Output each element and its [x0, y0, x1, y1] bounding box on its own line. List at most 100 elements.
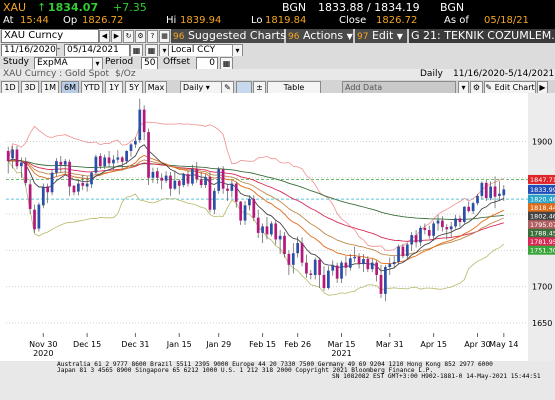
candle-body	[322, 274, 326, 289]
candle-body	[441, 220, 444, 228]
chart-info-row: XAU Curncy : Gold Spot $/Oz Daily 11/16/…	[0, 69, 555, 80]
candle-body	[278, 235, 282, 240]
frequency-text: Daily	[183, 83, 204, 92]
x-tick-label: Apr 30	[464, 340, 491, 349]
price-tag	[528, 184, 555, 194]
study-text: ExpMA	[37, 58, 68, 68]
price-tag	[528, 174, 555, 184]
actions-menu[interactable]: 96 Actions ▼	[286, 29, 353, 43]
date-axis: Nov 30 Dec 15 Dec 31 Jan 15 Jan 29 Feb 15 Feb …	[29, 333, 518, 358]
candle-body	[116, 157, 120, 160]
candle-body	[410, 235, 414, 245]
candle-body	[449, 226, 453, 230]
study-row: Study ExpMA ▾ Period 50 Offset 0 ▦	[0, 56, 555, 70]
candle-body	[405, 244, 409, 257]
forward-icon[interactable]: ▶	[111, 30, 122, 43]
candle-body	[11, 149, 14, 159]
candle-body	[33, 209, 36, 230]
y-tick-label: 1700	[532, 283, 552, 292]
period-button-1y[interactable]: 1Y	[105, 81, 123, 94]
candle-body	[493, 186, 497, 197]
x-tick-label: Apr 15	[420, 340, 447, 349]
candle-body	[28, 184, 32, 209]
back-icon[interactable]: ◀	[99, 30, 110, 43]
candle-body	[94, 156, 98, 173]
quote-header: XAU ↑ 1834.07 +7.35 BGN 1833.88 / 1834.1…	[0, 0, 555, 29]
x-tick-label: Jan 15	[166, 340, 192, 349]
candle-body	[147, 132, 150, 178]
footer: Australia 61 2 9777 8600 Brazil 5511 239…	[0, 361, 555, 400]
period-button-1d[interactable]: 1D	[1, 81, 19, 94]
low-price: 1819.84	[265, 15, 307, 26]
candle-body	[103, 157, 107, 167]
x-tick-label: Mar 31	[376, 340, 404, 349]
command-bar: XAU Curncy ◀ ▶ ↻ ⚙ ? ▦ 96 Suggested Char…	[0, 29, 555, 43]
price-tag	[528, 203, 555, 213]
security-input[interactable]: XAU Curncy	[1, 29, 99, 43]
candle-body	[243, 205, 247, 221]
candle-body	[348, 258, 352, 268]
candle-body	[37, 204, 41, 229]
study-label: Study	[3, 57, 29, 67]
frequency-label: Daily	[420, 69, 443, 79]
candle-body	[134, 140, 137, 145]
candle-body	[173, 180, 177, 189]
candle-body	[462, 206, 466, 223]
candle-body	[72, 185, 76, 193]
candle-body	[397, 246, 400, 262]
chart-icon[interactable]: ▦	[220, 57, 233, 70]
candle-body	[384, 266, 387, 294]
chart-title-text: TEKNIK COZUMLEM...	[444, 29, 555, 42]
help-icon[interactable]: ?	[147, 30, 158, 43]
price-tag	[528, 220, 555, 230]
candle-body	[353, 256, 357, 259]
candle-body	[445, 227, 449, 230]
candle-body	[19, 162, 23, 167]
edit-menu[interactable]: 97 Edit ▼	[355, 29, 407, 43]
candle-body	[112, 159, 115, 164]
candle-body	[370, 262, 374, 270]
bid-ask: 1833.88 / 1834.19	[318, 1, 420, 14]
candle-body	[454, 218, 457, 227]
candle-body	[191, 169, 194, 184]
time-label: At	[3, 15, 14, 26]
candle-body	[467, 206, 471, 212]
candle-body	[24, 161, 28, 183]
bid-source: BGN	[282, 1, 307, 14]
candle-body	[362, 259, 365, 265]
settings-icon[interactable]: ⚙	[135, 30, 146, 43]
candle-body	[46, 186, 50, 193]
grid-icon[interactable]: ▦	[159, 30, 170, 43]
candle-body	[427, 230, 431, 236]
chart-title: G 21: TEKNIK COZUMLEM...	[409, 29, 555, 43]
as-of-label: As of	[444, 15, 469, 26]
candle-body	[423, 227, 427, 231]
candle-body	[458, 218, 462, 223]
refresh-icon[interactable]: ↻	[123, 30, 134, 43]
candle-body	[120, 157, 124, 162]
candle-body	[155, 171, 159, 178]
footer-session: SN 1082082 EST GMT+3:00 H902-1881-0 14-M…	[332, 373, 541, 380]
candle-body	[335, 265, 339, 279]
price-tag	[528, 245, 555, 255]
candle-body	[234, 183, 238, 202]
candle-body	[274, 223, 278, 240]
candle-body	[50, 172, 54, 193]
chevron-down-icon: ▼	[346, 32, 353, 41]
add-data-text: Add Data	[345, 83, 383, 92]
open-price: 1826.72	[82, 15, 124, 26]
candle-body	[414, 235, 418, 243]
suggested-charts-menu[interactable]: 96 Suggested Charts	[171, 29, 286, 43]
offset-input[interactable]: 0	[196, 57, 218, 70]
x-tick-label: Jan 29	[205, 340, 231, 349]
chevron-down-icon: ▼	[396, 32, 403, 41]
price-tag-label: 1781.95	[530, 238, 555, 246]
menu-number: 96	[173, 32, 185, 42]
candle-body	[217, 169, 221, 191]
price-tag-label: 1820.46	[530, 196, 555, 204]
tools-icon[interactable]: ⚙	[470, 81, 483, 94]
candle-body	[164, 175, 168, 181]
candle-body	[248, 198, 251, 206]
price-labels: 1847.71 1833.99 1820.461818.441802.461795.…	[528, 174, 555, 255]
